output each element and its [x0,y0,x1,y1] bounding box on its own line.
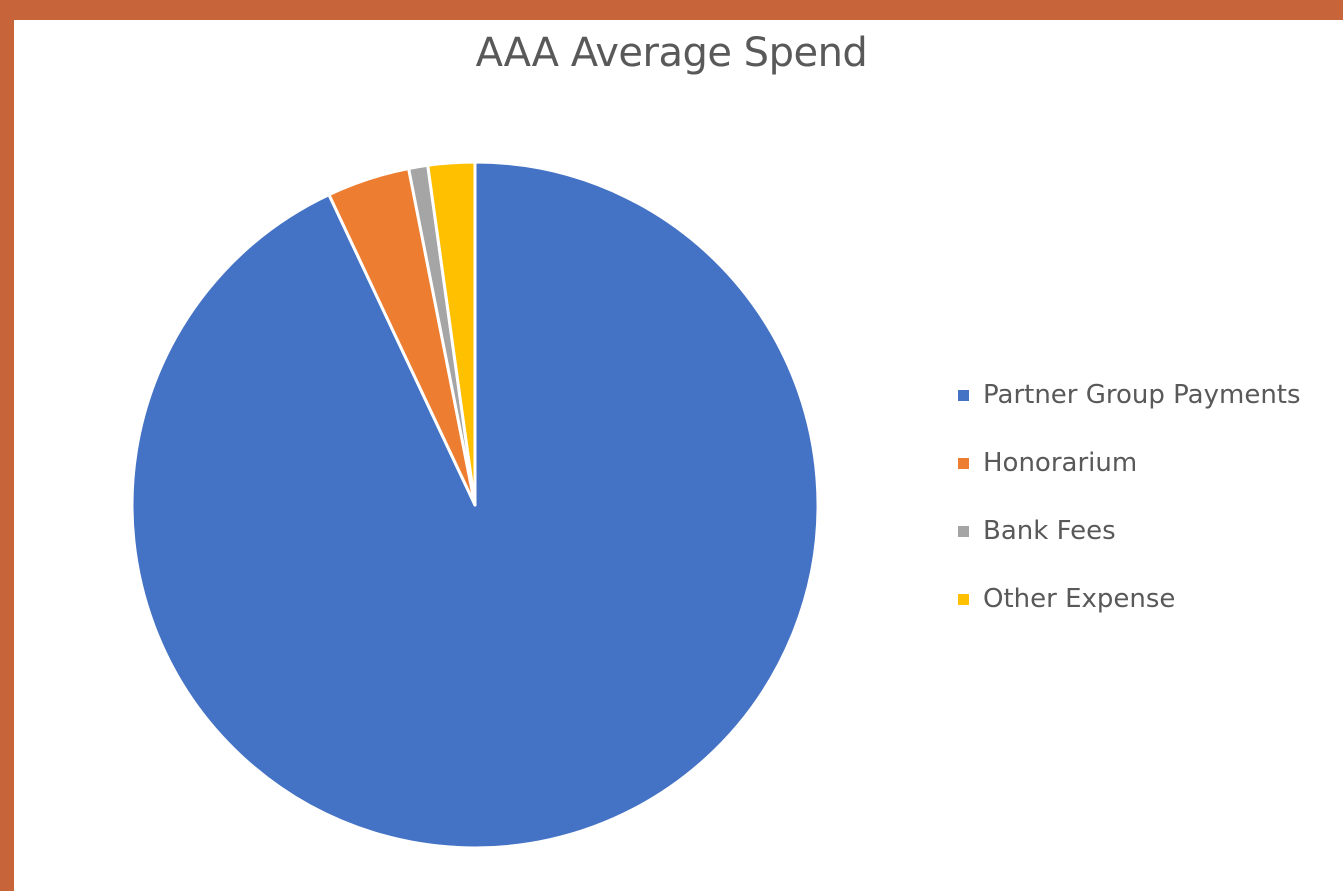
legend-item-honorarium: Honorarium [958,446,1301,480]
legend-label: Bank Fees [983,516,1116,546]
legend-item-other-expense: Other Expense [958,582,1301,616]
legend-label: Honorarium [983,448,1138,478]
legend-swatch [958,525,969,537]
chart-title: AAA Average Spend [475,30,868,76]
legend-swatch [958,457,969,469]
legend-item-partner-group-payments: Partner Group Payments [958,378,1301,412]
pie-slice-other-expense [426,160,477,507]
chart-legend: Partner Group Payments Honorarium Bank Fee… [958,378,1301,650]
legend-label: Partner Group Payments [983,380,1301,410]
legend-swatch [958,389,969,401]
legend-item-bank-fees: Bank Fees [958,514,1301,548]
legend-swatch [958,593,969,605]
legend-label: Other Expense [983,584,1176,614]
